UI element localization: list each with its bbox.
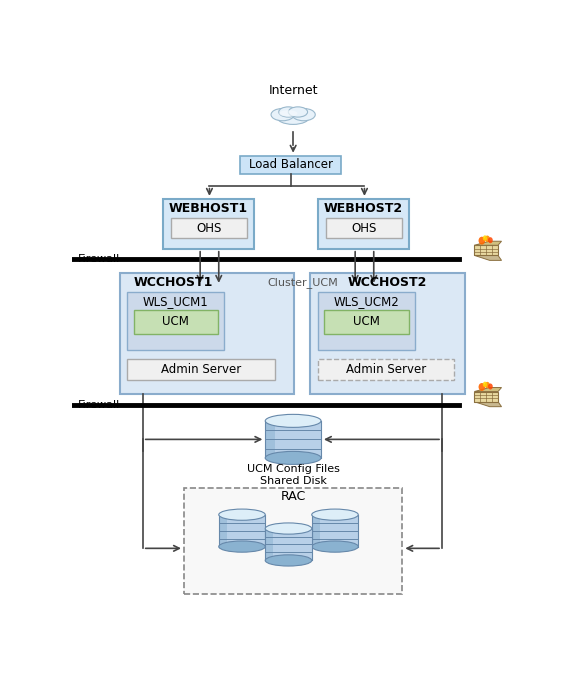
Ellipse shape <box>279 107 298 117</box>
FancyBboxPatch shape <box>240 156 341 174</box>
FancyBboxPatch shape <box>318 292 415 351</box>
FancyBboxPatch shape <box>128 292 224 351</box>
Text: UCM: UCM <box>353 315 380 328</box>
Ellipse shape <box>276 116 311 122</box>
Text: UCM: UCM <box>162 315 189 328</box>
Ellipse shape <box>479 383 485 391</box>
Text: Admin Server: Admin Server <box>345 363 426 376</box>
Ellipse shape <box>219 541 265 552</box>
Ellipse shape <box>265 523 312 534</box>
FancyBboxPatch shape <box>324 311 408 334</box>
Text: Firewall: Firewall <box>77 254 120 264</box>
Ellipse shape <box>292 108 315 121</box>
FancyBboxPatch shape <box>312 515 320 547</box>
Ellipse shape <box>265 414 321 428</box>
FancyBboxPatch shape <box>184 488 403 594</box>
FancyBboxPatch shape <box>265 421 321 458</box>
FancyBboxPatch shape <box>474 245 498 255</box>
FancyBboxPatch shape <box>318 199 410 249</box>
Ellipse shape <box>279 110 297 116</box>
Text: UCM Config Files
Shared Disk: UCM Config Files Shared Disk <box>247 464 340 486</box>
Polygon shape <box>474 255 502 260</box>
Text: Admin Server: Admin Server <box>161 363 241 376</box>
FancyBboxPatch shape <box>120 272 294 394</box>
Text: Firewall: Firewall <box>77 400 120 410</box>
Ellipse shape <box>271 108 294 121</box>
Ellipse shape <box>479 237 485 244</box>
FancyBboxPatch shape <box>325 218 402 238</box>
FancyBboxPatch shape <box>265 421 275 458</box>
FancyBboxPatch shape <box>219 515 265 547</box>
Text: WLS_UCM1: WLS_UCM1 <box>143 296 209 308</box>
FancyBboxPatch shape <box>265 528 273 560</box>
Text: OHS: OHS <box>351 221 376 234</box>
Polygon shape <box>474 387 502 392</box>
Ellipse shape <box>219 509 265 520</box>
Polygon shape <box>474 241 502 245</box>
Text: WEBHOST2: WEBHOST2 <box>324 202 403 215</box>
FancyBboxPatch shape <box>128 359 275 381</box>
Text: WCCHOST2: WCCHOST2 <box>348 276 427 289</box>
Ellipse shape <box>312 509 358 520</box>
Text: Cluster_UCM: Cluster_UCM <box>267 277 338 288</box>
Text: WLS_UCM2: WLS_UCM2 <box>333 296 399 308</box>
Text: WEBHOST1: WEBHOST1 <box>169 202 248 215</box>
FancyBboxPatch shape <box>133 311 218 334</box>
FancyBboxPatch shape <box>265 528 312 560</box>
Text: Internet: Internet <box>268 84 318 97</box>
FancyBboxPatch shape <box>310 272 465 394</box>
Text: Load Balancer: Load Balancer <box>249 159 333 172</box>
Ellipse shape <box>265 452 321 464</box>
Ellipse shape <box>276 108 310 125</box>
Ellipse shape <box>312 541 358 552</box>
FancyBboxPatch shape <box>312 515 358 547</box>
Text: RAC: RAC <box>280 490 306 503</box>
Polygon shape <box>474 402 502 407</box>
Ellipse shape <box>288 107 308 117</box>
Ellipse shape <box>484 382 490 388</box>
Ellipse shape <box>488 383 492 390</box>
Ellipse shape <box>488 237 492 243</box>
FancyBboxPatch shape <box>474 392 498 402</box>
Ellipse shape <box>265 555 312 566</box>
Ellipse shape <box>483 381 487 387</box>
FancyBboxPatch shape <box>318 359 454 381</box>
Text: WCCHOST1: WCCHOST1 <box>134 276 213 289</box>
FancyBboxPatch shape <box>163 199 255 249</box>
FancyBboxPatch shape <box>170 218 247 238</box>
Text: OHS: OHS <box>196 221 221 234</box>
Ellipse shape <box>483 236 487 241</box>
FancyBboxPatch shape <box>219 515 227 547</box>
Ellipse shape <box>484 236 490 242</box>
